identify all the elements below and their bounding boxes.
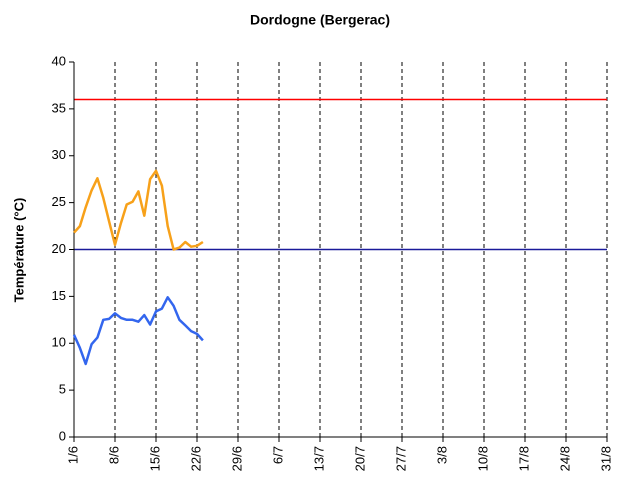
- x-tick-label: 8/6: [106, 446, 121, 464]
- series-line: [73, 169, 204, 251]
- y-tick-label: 0: [59, 428, 66, 443]
- x-tick-label: 15/6: [147, 446, 162, 471]
- series-line: [72, 296, 204, 366]
- x-tick-label: 22/6: [188, 446, 203, 471]
- x-tick-label: 6/7: [270, 446, 285, 464]
- x-tick-label: 10/8: [475, 446, 490, 471]
- x-tick-label: 29/6: [229, 446, 244, 471]
- y-tick-label: 10: [52, 335, 66, 350]
- x-tick-label: 31/8: [598, 446, 613, 471]
- y-tick-label: 35: [52, 100, 66, 115]
- chart-title: Dordogne (Bergerac): [250, 12, 390, 28]
- x-tick-label: 13/7: [311, 446, 326, 471]
- y-tick-label: 20: [52, 241, 66, 256]
- y-tick-label: 25: [52, 194, 66, 209]
- x-tick-label: 20/7: [352, 446, 367, 471]
- y-axis-label: Température (°C): [11, 198, 26, 303]
- y-tick-label: 30: [52, 147, 66, 162]
- y-tick-label: 5: [59, 382, 66, 397]
- x-tick-label: 1/6: [65, 446, 80, 464]
- x-tick-label: 27/7: [393, 446, 408, 471]
- y-tick-label: 15: [52, 288, 66, 303]
- x-tick-label: 17/8: [516, 446, 531, 471]
- x-tick-label: 3/8: [434, 446, 449, 464]
- y-tick-label: 40: [52, 53, 66, 68]
- x-tick-label: 24/8: [557, 446, 572, 471]
